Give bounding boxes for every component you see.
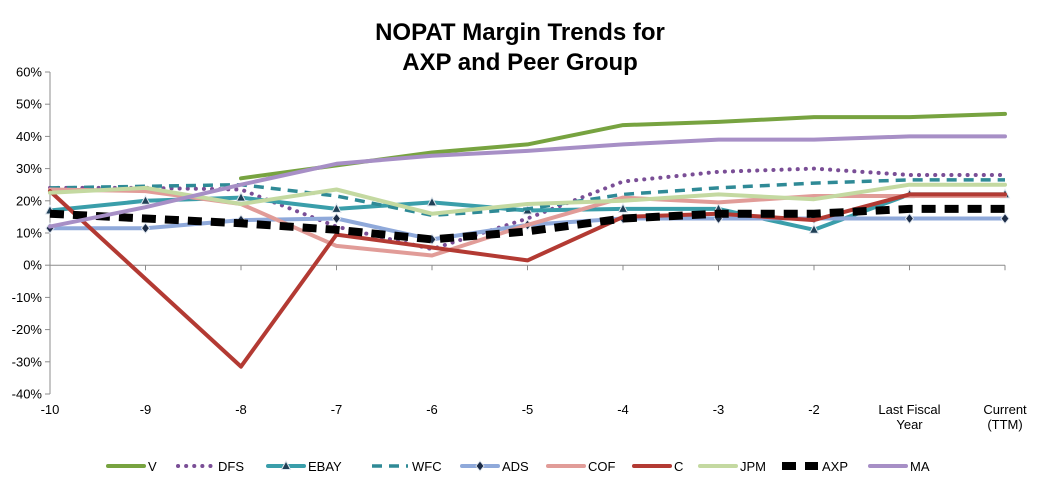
data-point-ebay — [140, 194, 151, 205]
y-tick-label: 50% — [16, 97, 42, 112]
legend-item-ma: MA — [868, 459, 930, 474]
legend-item-dfs: DFS — [176, 459, 244, 474]
x-tick-label: -3 — [713, 402, 725, 417]
legend-label-dfs: DFS — [218, 459, 244, 474]
legend-item-ebay: EBAY — [266, 459, 342, 474]
series-ma — [48, 134, 1007, 229]
legend-item-c: C — [632, 459, 683, 474]
x-tick-label: -2 — [808, 402, 820, 417]
series-line-c — [48, 189, 1007, 369]
legend-item-axp: AXP — [782, 459, 848, 474]
legend-label-cof: COF — [588, 459, 616, 474]
x-tick-label: -6 — [426, 402, 438, 417]
x-tick-label: -4 — [617, 402, 629, 417]
y-tick-label: -40% — [12, 387, 43, 402]
y-tick-label: -10% — [12, 290, 43, 305]
y-tick-label: 10% — [16, 226, 42, 241]
x-tick-label: Current (TTM) — [983, 402, 1027, 432]
y-tick-label: 0% — [23, 258, 42, 273]
data-point-ebay — [331, 202, 342, 213]
series-jpm — [48, 182, 1007, 216]
x-tick-label: -7 — [331, 402, 343, 417]
x-tick-label: -8 — [235, 402, 247, 417]
series-c — [48, 189, 1007, 369]
legend-label-v: V — [148, 459, 157, 474]
data-point-ads — [140, 222, 151, 234]
legend: V DFS EBAY WFC ADS COF C JPM AXP MA — [106, 459, 930, 474]
x-tick-label: -10 — [41, 402, 60, 417]
series-layer — [44, 111, 1011, 369]
y-tick-label: 60% — [16, 65, 42, 80]
legend-item-cof: COF — [546, 459, 616, 474]
data-point-ebay — [426, 196, 438, 207]
series-line-jpm — [48, 182, 1007, 216]
series-line-wfc — [49, 178, 1005, 218]
legend-item-ads: ADS — [460, 459, 529, 474]
legend-item-v: V — [106, 459, 157, 474]
legend-label-axp: AXP — [822, 459, 848, 474]
y-tick-label: 30% — [16, 161, 42, 176]
y-tick-label: 20% — [16, 193, 42, 208]
x-tick-label: -5 — [522, 402, 534, 417]
legend-label-c: C — [674, 459, 683, 474]
x-tick-label: Last Fiscal Year — [878, 402, 940, 432]
legend-marker-ebay — [280, 459, 292, 470]
data-point-ebay — [617, 202, 629, 213]
data-point-ads — [331, 212, 342, 225]
axes: -40% -30% -20% -10% 0% 10% 20% 30% 40% 50% 60% -10 -… — [12, 65, 1027, 433]
data-point-ads — [904, 212, 915, 225]
series-line-dfs — [48, 166, 1007, 252]
legend-label-ads: ADS — [502, 459, 529, 474]
series-wfc — [49, 178, 1005, 218]
y-tick-label: -30% — [12, 354, 43, 369]
chart-title: NOPAT Margin Trends for — [375, 19, 665, 46]
series-line-ma — [48, 134, 1007, 229]
y-tick-label: 40% — [16, 129, 42, 144]
data-point-ebay — [808, 223, 820, 234]
legend-item-jpm: JPM — [698, 459, 766, 474]
y-tick-label: -20% — [12, 322, 43, 337]
legend-label-ma: MA — [910, 459, 930, 474]
x-tick-label: -9 — [140, 402, 152, 417]
data-point-ebay — [235, 191, 247, 202]
series-dfs — [48, 166, 1007, 252]
legend-label-ebay: EBAY — [308, 459, 342, 474]
legend-label-jpm: JPM — [740, 459, 766, 474]
chart-subtitle: AXP and Peer Group — [402, 49, 638, 76]
data-point-ads — [1000, 212, 1010, 225]
legend-item-wfc: WFC — [372, 459, 442, 474]
legend-label-wfc: WFC — [412, 459, 442, 474]
legend-marker-ads — [475, 460, 485, 472]
